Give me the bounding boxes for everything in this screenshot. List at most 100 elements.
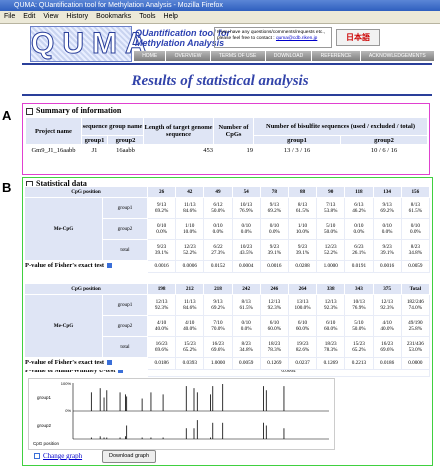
- help-icon[interactable]: [107, 263, 113, 269]
- count: 6/22: [213, 243, 223, 250]
- count: 4/10: [185, 319, 195, 326]
- count: 231/436: [406, 340, 424, 347]
- cell: 6/10 60.0%: [287, 315, 318, 337]
- percent: 69.6%: [380, 347, 394, 353]
- change-graph-text[interactable]: Change graph: [43, 452, 83, 460]
- pvalue: 0.0006: [175, 260, 205, 273]
- nav-tab[interactable]: OVERVIEW: [166, 51, 210, 61]
- percent: 69.2%: [267, 208, 282, 214]
- position-label: CpG position: [24, 186, 148, 198]
- menu-item[interactable]: Tools: [139, 13, 156, 20]
- menu-item[interactable]: File: [4, 13, 16, 20]
- summary-table: Project name sequence group name Length …: [25, 117, 429, 156]
- pvalue: 0.0016: [259, 260, 289, 273]
- menu-item[interactable]: View: [43, 13, 59, 20]
- cell: 0/10 0.0%: [372, 218, 402, 240]
- count: 13/13: [296, 298, 309, 305]
- percent: 82.6%: [295, 347, 310, 353]
- cell: 6/13 46.2%: [344, 197, 374, 219]
- pvalue: 0.0016: [146, 260, 177, 273]
- count: 12/13: [324, 298, 337, 305]
- nav-tab[interactable]: TERMS OF USE: [210, 51, 265, 61]
- cell: 0/10 0.0%: [400, 218, 431, 240]
- header-rule: [22, 63, 432, 65]
- menu-item[interactable]: Edit: [23, 13, 36, 20]
- percent: 84.6%: [183, 208, 197, 214]
- cell: 6/10 60.0%: [259, 315, 289, 337]
- pvalue-row: P-value of Fisher's exact test 0.0186 0.03…: [24, 357, 431, 370]
- count: 5/10: [354, 319, 364, 326]
- row-label: group1: [102, 294, 148, 316]
- percent: 74.0%: [408, 305, 423, 311]
- pvalue: 0.0152: [203, 260, 233, 273]
- data-row: group2 4/10 40.0% 4/10 40.0% 7/10 70.0% 0/10 0.0…: [25, 315, 431, 337]
- language-button[interactable]: 日本語: [336, 29, 380, 46]
- percent: 0.0%: [381, 229, 393, 235]
- percent: 92.3%: [267, 305, 282, 311]
- position: 90: [316, 186, 346, 198]
- header-cell: group2: [106, 135, 145, 145]
- pvalue: 0.0004: [231, 260, 261, 273]
- summary-title: Summary of information: [36, 106, 122, 115]
- menu-item[interactable]: Bookmarks: [96, 13, 132, 20]
- count: 15/23: [183, 340, 196, 347]
- percent: 69.6%: [211, 347, 225, 353]
- pvalue: 0.0393: [175, 357, 205, 370]
- section-label: A: [2, 108, 12, 123]
- percent: 39.1%: [295, 250, 310, 256]
- help-icon[interactable]: [118, 367, 124, 373]
- cell: 18/23 78.3%: [259, 336, 289, 358]
- graph-group-label: group2: [37, 423, 52, 428]
- cell: 8/13 61.5%: [287, 197, 318, 219]
- percent: 34.8%: [408, 250, 423, 256]
- position: 88: [287, 186, 318, 198]
- percent: 52.2%: [183, 250, 197, 256]
- menu-item[interactable]: History: [66, 13, 89, 20]
- cell: 9/23 39.1%: [287, 239, 318, 261]
- statistics-table: CpG position 198 212 218 242 246 264 338 343 375 T…: [24, 283, 431, 370]
- percent: 0.0%: [353, 229, 365, 235]
- cell: 10/13 76.9%: [231, 197, 261, 219]
- statistics-title: Statistical data: [36, 179, 87, 188]
- nav-bar: HOME OVERVIEW TERMS OF USE DOWNLOAD REFERENC…: [134, 51, 434, 61]
- download-graph-button[interactable]: Download graph: [102, 450, 156, 463]
- count: 8/13: [410, 201, 420, 208]
- menu-item[interactable]: Help: [163, 13, 178, 20]
- percent: 50.0%: [324, 229, 338, 235]
- percent: 25.8%: [408, 326, 423, 332]
- count: 9/23: [297, 243, 308, 250]
- position: 78: [259, 186, 289, 198]
- cell: 16/23 69.6%: [372, 336, 402, 358]
- count: 11/13: [183, 201, 196, 208]
- cell: 0/10 0.0%: [203, 218, 233, 240]
- help-icon[interactable]: [107, 360, 113, 366]
- header-cell: group1: [81, 135, 108, 145]
- count: 6/12: [213, 201, 223, 208]
- count: 8/13: [297, 201, 308, 208]
- count: 9/13: [156, 201, 167, 208]
- position: 26: [146, 186, 177, 198]
- graph-top-label: 100%: [61, 381, 72, 386]
- header-cell: Length of target genome sequence: [143, 117, 215, 145]
- nav-tab[interactable]: ACKNOWLEDGEMENTS: [360, 51, 434, 61]
- percent: 34.8%: [239, 347, 253, 353]
- nav-tab[interactable]: REFERENCE: [312, 51, 360, 61]
- link-icon: [34, 453, 40, 460]
- cell: 11/13 84.6%: [175, 197, 205, 219]
- contact-email[interactable]: quma@cdb.riken.jp: [275, 36, 318, 41]
- cell: 4/10 40.0%: [146, 315, 177, 337]
- count: 19/23: [296, 340, 309, 347]
- cell: 10/23 43.5%: [231, 239, 261, 261]
- cell: 12/23 52.2%: [175, 239, 205, 261]
- percent: 61.5%: [239, 305, 253, 311]
- percent: 0.0%: [240, 326, 252, 332]
- nav-tab[interactable]: HOME: [134, 51, 166, 61]
- position-label: CpG position: [24, 283, 148, 295]
- pvalue: 0.0191: [344, 260, 374, 273]
- nav-tab[interactable]: DOWNLOAD: [265, 51, 312, 61]
- percent: 61.5%: [295, 208, 310, 214]
- logo[interactable]: QUMA: [30, 26, 155, 62]
- change-graph-link[interactable]: Change graph: [34, 452, 82, 460]
- cell: 13 / 3 / 16: [253, 144, 342, 156]
- pvalue: 0.0288: [287, 260, 318, 273]
